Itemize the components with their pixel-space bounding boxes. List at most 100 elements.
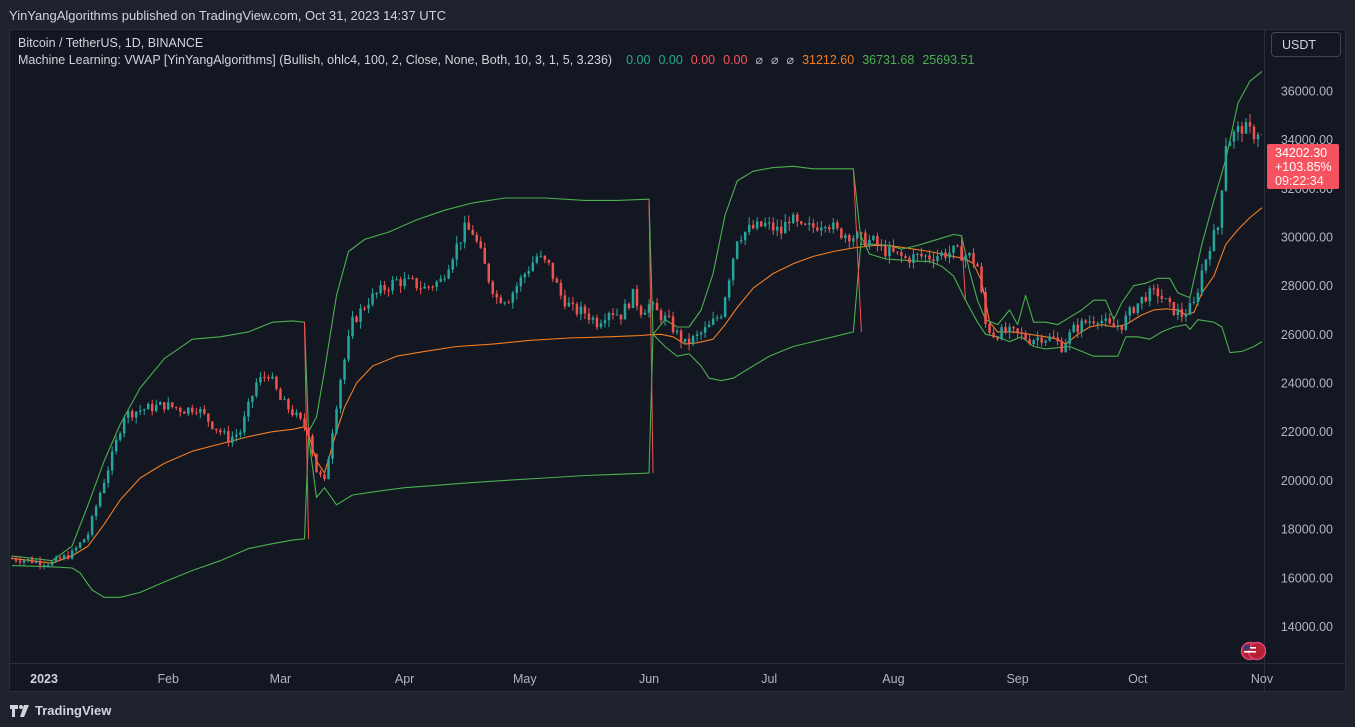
indicator-value: 0.00 [626,53,651,67]
candle-body [291,409,294,416]
candle-body [655,303,659,311]
upper-band-line [11,70,1263,562]
indicator-title[interactable]: Machine Learning: VWAP [YinYangAlgorithm… [18,53,613,67]
candle-body [335,408,338,434]
candle-body [639,306,643,315]
candle-body [779,226,783,234]
candle-body [1032,340,1035,345]
indicator-value: 0.00 [658,53,683,67]
candle-body [1092,321,1095,324]
candle-body [459,242,462,244]
candle-body [347,336,350,360]
candle-body [1064,343,1067,353]
candle-body [451,259,454,270]
candle-body [876,235,879,246]
candle-body [699,332,703,335]
candle-body [90,516,94,535]
candle-body [868,239,871,247]
candle-body [627,303,631,309]
candle-body [475,234,478,242]
candle-body [1228,141,1232,147]
candle-body [183,411,186,414]
candle-body [375,293,378,295]
candle-body [1024,333,1027,340]
candle-body [567,302,571,307]
candle-body [227,431,230,443]
currency-button[interactable]: USDT [1271,32,1341,57]
candle-body [731,258,735,281]
candle-body [964,255,967,261]
bar-countdown: 09:22:34 [1275,174,1324,188]
candle-body [219,430,222,433]
candle-body [1048,336,1051,341]
y-tick-label: 36000.00 [1281,84,1333,98]
candle-body [199,409,202,413]
candle-body [615,314,619,316]
price-change: +103.85% [1275,160,1332,174]
candle-body [1096,323,1099,325]
tradingview-logo[interactable]: TradingView [10,703,111,718]
candle-body [311,435,314,454]
candle-body [1012,326,1015,329]
x-tick-label: 2023 [30,672,58,686]
indicator-value: 36731.68 [862,53,915,67]
candle-body [511,292,515,303]
candle-body [158,402,162,405]
bands-layer [11,70,1263,598]
candle-body [235,434,238,437]
chart-legend: Bitcoin / TetherUS, 1D, BINANCE Machine … [18,35,974,69]
candle-body [1244,122,1248,134]
x-tick-label: Mar [270,672,292,686]
candle-body [50,561,54,566]
candle-body [146,403,150,410]
candle-body [667,315,671,317]
us-flag-icon[interactable] [1240,641,1266,661]
candle-body [487,263,491,282]
candle-body [387,290,390,292]
candle-body [1164,298,1168,300]
candle-body [423,286,426,289]
candle-body [1068,332,1071,344]
candle-body [307,427,310,436]
candle-body [371,293,374,305]
y-tick-label: 18000.00 [1281,523,1333,537]
candle-body [948,252,951,258]
candle-body [936,256,939,262]
candle-body [711,318,715,325]
y-tick-label: 16000.00 [1281,571,1333,585]
candle-body [42,565,46,567]
candle-body [1224,146,1228,191]
indicator-value: 31212.60 [802,53,855,67]
candle-body [908,257,911,263]
candle-body [595,317,599,328]
candle-body [755,221,759,229]
candle-body [611,313,615,315]
candle-body [463,222,466,243]
candle-body [1172,302,1176,315]
candle-body [1072,324,1075,333]
candle-body [968,252,971,256]
candle-body [932,259,935,262]
candle-body [836,222,839,229]
candle-body [675,330,679,333]
candle-body [972,252,975,265]
candle-body [1212,230,1216,252]
candle-body [30,559,34,563]
y-tick-label: 26000.00 [1281,328,1333,342]
chart-frame[interactable] [9,29,1346,692]
candle-body [1100,320,1103,324]
candle-body [495,293,499,298]
candle-body [707,324,711,328]
candle-body [327,458,330,480]
candle-body [118,433,122,440]
candle-body [359,308,362,322]
footer: TradingView [0,695,1355,727]
symbol-title[interactable]: Bitcoin / TetherUS, 1D, BINANCE [18,36,204,50]
candle-body [26,559,30,561]
candle-body [1192,302,1196,304]
candle-body [824,227,827,229]
candle-body [1008,326,1011,333]
candle-body [928,255,931,260]
candle-body [1052,336,1055,338]
